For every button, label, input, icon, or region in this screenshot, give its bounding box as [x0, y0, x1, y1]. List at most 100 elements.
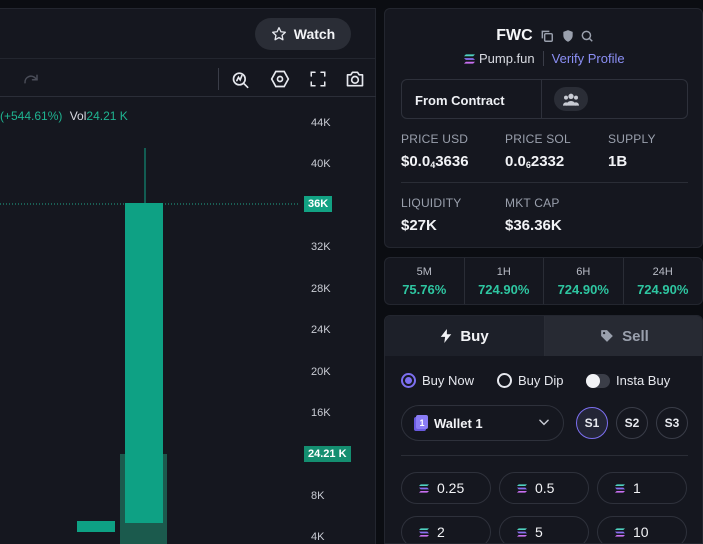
option-buy-now[interactable]: Buy Now: [401, 373, 474, 388]
contract-label: From Contract: [415, 93, 505, 108]
users-button[interactable]: [554, 87, 588, 111]
insta-buy-toggle[interactable]: [586, 373, 610, 388]
y-tick: 32K: [311, 241, 331, 253]
tab-sell[interactable]: Sell: [545, 316, 702, 356]
stat-label: LIQUIDITY: [401, 196, 462, 210]
verify-profile-link[interactable]: Verify Profile: [542, 51, 625, 66]
shield-icon[interactable]: [561, 29, 575, 43]
amount-label: 10: [633, 524, 649, 540]
stat-price-usd: PRICE USD $0.043636: [401, 132, 469, 170]
y-tick: 20K: [311, 366, 331, 378]
price-tag: 36K: [304, 196, 333, 212]
star-icon: [271, 27, 286, 41]
timeframe-label: 24H: [652, 266, 673, 278]
timeframe-1h[interactable]: 1H 724.90%: [465, 258, 544, 304]
timeframe-stats: 5M 75.76% 1H 724.90% 6H 724.90% 24H 724.90%: [384, 257, 703, 305]
option-label: Buy Now: [422, 373, 475, 388]
stat-value: $27K: [401, 217, 437, 234]
radio[interactable]: [497, 373, 512, 388]
bolt-icon: [441, 329, 452, 343]
y-tick: 8K: [311, 490, 325, 502]
timeframe-6h[interactable]: 6H 724.90%: [544, 258, 624, 304]
solana-icon: [464, 54, 476, 64]
copy-icon[interactable]: [540, 29, 554, 43]
trade-panel: Buy Sell Buy Now Buy Dip Insta Buy 1 Wal…: [384, 315, 703, 544]
fullscreen-icon[interactable]: [307, 68, 329, 90]
contract-divider: [541, 80, 542, 118]
candlestick-chart[interactable]: [0, 98, 300, 544]
solana-icon: [615, 527, 625, 537]
amount-button[interactable]: 10: [597, 516, 687, 543]
amount-label: 2: [437, 524, 445, 540]
amount-button[interactable]: 0.5: [499, 472, 589, 504]
legend-vol-value: 24.21 K: [86, 109, 128, 123]
divider: [401, 455, 688, 456]
source-row: Pump.fun Verify Profile: [385, 51, 703, 66]
stat-value: 0.062332: [505, 153, 565, 170]
amount-button[interactable]: 5: [499, 516, 589, 543]
option-buy-dip[interactable]: Buy Dip: [497, 373, 564, 388]
amount-button[interactable]: 0.25: [401, 472, 491, 504]
token-header: FWC: [385, 27, 703, 45]
stat-label: PRICE SOL: [505, 132, 571, 146]
stat-price-sol: PRICE SOL 0.062332: [505, 132, 571, 170]
solana-icon: [517, 527, 527, 537]
slot-s1-button[interactable]: S1: [576, 407, 608, 439]
contract-box[interactable]: From Contract: [401, 79, 688, 119]
amount-label: 1: [633, 480, 641, 496]
chevron-down-icon: [539, 419, 549, 426]
stat-value: $36.36K: [505, 217, 562, 234]
redo-icon[interactable]: [20, 68, 42, 90]
amount-label: 5: [535, 524, 543, 540]
timeframe-value: 724.90%: [637, 282, 689, 297]
stat-mkt-cap: MKT CAP $36.36K: [505, 196, 562, 234]
legend-change: (+544.61%): [0, 109, 63, 123]
solana-icon: [419, 527, 429, 537]
slot-s3-button[interactable]: S3: [656, 407, 688, 439]
search-icon[interactable]: [580, 29, 594, 43]
candle-main: [125, 203, 163, 523]
timeframe-label: 1H: [496, 266, 511, 278]
amount-button[interactable]: 1: [597, 472, 687, 504]
chart-legend: (+544.61%) Vol24.21 K: [0, 109, 128, 123]
wallet-label: Wallet 1: [434, 415, 483, 431]
stat-supply: SUPPLY 1B: [608, 132, 656, 170]
wallet-badge: 1: [419, 418, 424, 428]
watch-label: Watch: [293, 26, 336, 42]
y-tick: 40K: [311, 158, 331, 170]
tag-icon: [601, 330, 613, 342]
watch-button[interactable]: Watch: [255, 18, 351, 50]
hexagon-settings-icon[interactable]: [269, 68, 291, 90]
slot-s2-button[interactable]: S2: [616, 407, 648, 439]
tab-buy-label: Buy: [460, 327, 489, 345]
chart-panel: Watch (+544.61%) Vol24.21 K 44K 40K 36: [0, 8, 376, 544]
legend-vol-label: Vol: [69, 109, 87, 123]
y-tick: 4K: [311, 531, 325, 543]
wallet-select[interactable]: 1 Wallet 1: [401, 405, 564, 441]
tab-sell-label: Sell: [622, 327, 649, 345]
timeframe-label: 5M: [416, 266, 432, 278]
option-insta-buy[interactable]: Insta Buy: [586, 373, 670, 388]
stat-label: MKT CAP: [505, 196, 560, 210]
solana-icon: [615, 483, 625, 493]
stat-value: 1B: [608, 153, 628, 170]
amount-label: 0.25: [437, 480, 465, 496]
timeframe-24h[interactable]: 24H 724.90%: [624, 258, 703, 304]
source-label: Pump.fun: [478, 51, 535, 66]
volume-tag: 24.21 K: [304, 446, 351, 462]
amount-button[interactable]: 2: [401, 516, 491, 543]
solana-icon: [517, 483, 527, 493]
chart-header: Watch: [0, 9, 376, 59]
y-tick: 24K: [311, 324, 331, 336]
camera-icon[interactable]: [344, 68, 366, 90]
timeframe-value: 724.90%: [478, 282, 530, 297]
radio-selected[interactable]: [401, 373, 416, 388]
wallet-icon: 1: [414, 415, 428, 431]
indicator-icon[interactable]: [230, 68, 252, 90]
toolbar-divider: [218, 68, 219, 90]
candle-small: [77, 521, 115, 532]
timeframe-value: 724.90%: [557, 282, 609, 297]
tab-buy[interactable]: Buy: [385, 316, 545, 356]
stat-label: PRICE USD: [401, 132, 469, 146]
timeframe-5m[interactable]: 5M 75.76%: [385, 258, 465, 304]
